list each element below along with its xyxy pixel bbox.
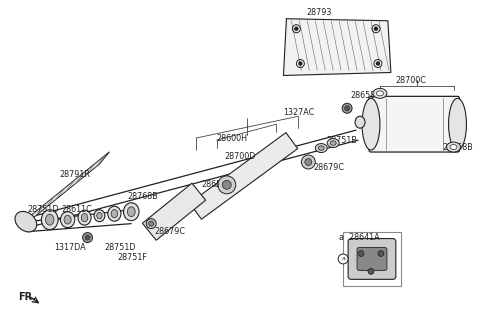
Circle shape (374, 27, 377, 30)
Polygon shape (143, 183, 205, 240)
Ellipse shape (318, 146, 324, 150)
Polygon shape (21, 152, 109, 228)
Text: 28700C: 28700C (396, 76, 427, 85)
Text: a  28641A: a 28641A (339, 233, 380, 242)
Text: 28751D: 28751D (105, 243, 136, 252)
Ellipse shape (81, 214, 88, 222)
Text: 28751D: 28751D (28, 205, 60, 214)
Text: 28751F: 28751F (118, 253, 147, 262)
Polygon shape (284, 19, 391, 75)
Ellipse shape (97, 212, 102, 219)
Text: 28768B: 28768B (127, 192, 158, 201)
Circle shape (338, 254, 348, 264)
Circle shape (368, 268, 374, 275)
Text: 28658D: 28658D (201, 180, 232, 189)
Ellipse shape (362, 98, 380, 150)
Text: FR.: FR. (18, 292, 36, 302)
Text: 28700D: 28700D (225, 152, 256, 160)
Circle shape (83, 233, 93, 243)
Circle shape (345, 106, 349, 111)
FancyBboxPatch shape (357, 248, 387, 270)
Ellipse shape (64, 215, 71, 224)
Ellipse shape (450, 145, 457, 150)
FancyBboxPatch shape (348, 239, 396, 279)
Ellipse shape (46, 214, 54, 225)
Circle shape (342, 103, 352, 113)
Ellipse shape (327, 139, 339, 147)
Circle shape (222, 180, 231, 189)
Text: 28679C: 28679C (313, 164, 344, 172)
Circle shape (299, 62, 302, 65)
Circle shape (149, 221, 154, 226)
Circle shape (146, 219, 156, 229)
Text: 28751B: 28751B (326, 136, 357, 145)
Text: 28793: 28793 (306, 8, 332, 17)
Ellipse shape (446, 142, 460, 152)
Text: 28658B: 28658B (443, 143, 473, 152)
Ellipse shape (315, 144, 327, 152)
Ellipse shape (376, 91, 384, 96)
Ellipse shape (330, 141, 336, 145)
Ellipse shape (108, 206, 121, 221)
Ellipse shape (41, 210, 58, 230)
Circle shape (218, 176, 236, 194)
Ellipse shape (15, 211, 36, 232)
Ellipse shape (78, 210, 91, 225)
Ellipse shape (373, 88, 387, 98)
Ellipse shape (127, 207, 135, 217)
Text: a: a (341, 256, 345, 262)
Text: 28679C: 28679C (154, 227, 185, 236)
Text: 28791R: 28791R (60, 171, 91, 179)
Circle shape (376, 62, 379, 65)
Circle shape (85, 235, 90, 240)
Text: 1327AC: 1327AC (284, 108, 315, 117)
Ellipse shape (448, 98, 467, 150)
Ellipse shape (111, 210, 118, 218)
Ellipse shape (123, 203, 139, 221)
Ellipse shape (60, 212, 75, 228)
Circle shape (295, 27, 298, 30)
Ellipse shape (355, 116, 365, 128)
Ellipse shape (94, 210, 105, 222)
Text: a: a (215, 182, 219, 188)
Circle shape (378, 250, 384, 256)
Text: 28658B: 28658B (350, 91, 381, 100)
Text: 28600H: 28600H (217, 133, 248, 143)
FancyBboxPatch shape (369, 96, 459, 152)
FancyBboxPatch shape (343, 232, 401, 286)
Text: 1317DA: 1317DA (54, 243, 85, 252)
Circle shape (305, 158, 312, 165)
Polygon shape (190, 133, 298, 219)
Text: 28611C: 28611C (61, 205, 93, 214)
Circle shape (301, 155, 315, 169)
Circle shape (358, 250, 364, 256)
